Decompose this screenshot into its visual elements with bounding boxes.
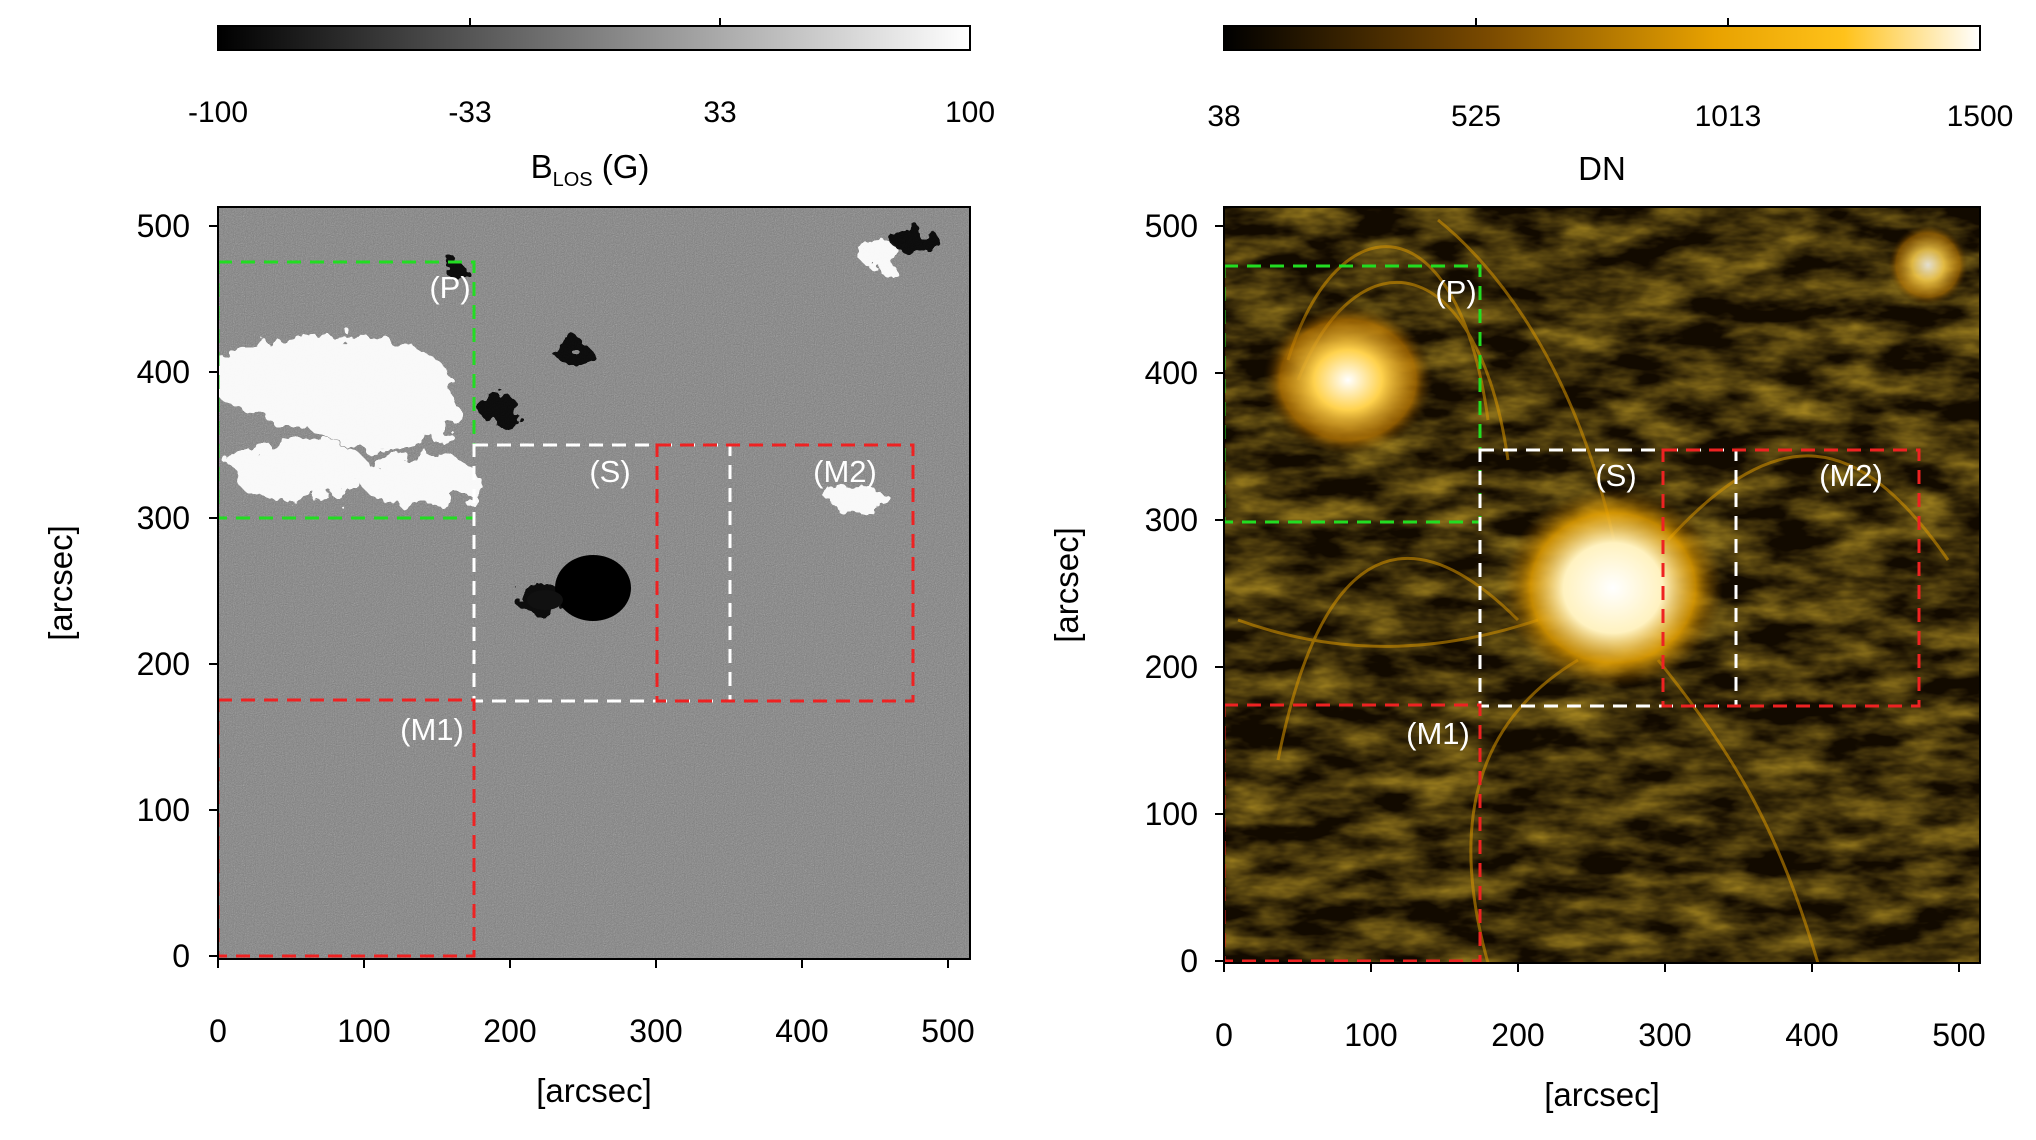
colorbar-tick-label: -100 xyxy=(188,96,248,129)
sunspot xyxy=(555,555,631,621)
region-label-p: (P) xyxy=(429,270,470,305)
x-tick-label: 200 xyxy=(483,1013,536,1049)
y-tick-label: 200 xyxy=(137,646,190,682)
plot-frame xyxy=(1223,206,1981,964)
region-box-m1 xyxy=(1224,703,1482,963)
x-axis: 0 100 200 300 400 500 [arcsec] xyxy=(209,1013,975,1109)
x-tick-label: 400 xyxy=(775,1013,828,1049)
y-tick-label: 0 xyxy=(172,938,190,974)
x-axis: 0 100 200 300 400 500 [arcsec] xyxy=(1215,1017,1986,1113)
region-label-m1: (M1) xyxy=(400,712,464,747)
x-tick-label: 300 xyxy=(1638,1017,1691,1053)
region-box-p xyxy=(1224,264,1482,524)
region-box-s xyxy=(472,443,732,703)
x-tick-label: 200 xyxy=(1491,1017,1544,1053)
region-box-p xyxy=(218,260,476,520)
x-tick-label: 500 xyxy=(1932,1017,1985,1053)
region-label-m1: (M1) xyxy=(1406,716,1470,751)
colorbar: -100 -33 33 100 BLOS (G) xyxy=(188,18,995,191)
x-tick-label: 100 xyxy=(1344,1017,1397,1053)
y-tick-label: 300 xyxy=(137,500,190,536)
x-tick-label: 0 xyxy=(209,1013,227,1049)
colorbar-tick-label: -33 xyxy=(448,96,491,129)
colorbar-tick-label: 33 xyxy=(703,96,736,129)
y-tick-label: 400 xyxy=(1145,355,1198,391)
colorbar-tick-label: 1500 xyxy=(1947,100,2014,133)
region-label-s: (S) xyxy=(589,454,630,489)
x-axis-title: [arcsec] xyxy=(1544,1076,1660,1113)
region-box-m2 xyxy=(1661,448,1921,708)
region-label-m2: (M2) xyxy=(1819,458,1883,493)
x-tick-label: 100 xyxy=(337,1013,390,1049)
y-axis-title: [arcsec] xyxy=(42,525,79,641)
y-tick-label: 200 xyxy=(1145,649,1198,685)
colorbar-gradient xyxy=(217,25,971,51)
euv-image: (P) (S) (M1) (M2) xyxy=(1224,207,1980,963)
colorbar-title: DN xyxy=(1578,150,1626,187)
region-box-s xyxy=(1478,448,1738,708)
x-tick-label: 400 xyxy=(1785,1017,1838,1053)
x-tick-label: 0 xyxy=(1215,1017,1233,1053)
y-tick-label: 500 xyxy=(1145,208,1198,244)
magnetogram-image: (P) (S) (M1) (M2) xyxy=(218,207,970,959)
y-tick-label: 100 xyxy=(1145,796,1198,832)
region-label-m2: (M2) xyxy=(813,454,877,489)
colorbar-tick-label: 525 xyxy=(1451,100,1501,133)
y-tick-label: 500 xyxy=(137,208,190,244)
plot-frame xyxy=(217,206,971,960)
bright-core xyxy=(1503,488,1723,688)
euv-figure: 38 525 1013 1500 DN (P) (S) (M1) (M xyxy=(1048,18,2013,1113)
euv-panel: 38 525 1013 1500 DN (P) (S) (M1) (M xyxy=(1018,0,2036,1140)
y-tick-label: 100 xyxy=(137,792,190,828)
x-tick-label: 300 xyxy=(629,1013,682,1049)
region-box-m1 xyxy=(218,698,476,958)
magnetogram-figure: -100 -33 33 100 BLOS (G) xyxy=(42,18,995,1109)
y-axis: 0 100 200 300 400 500 [arcsec] xyxy=(1048,208,1198,979)
colorbar-gradient xyxy=(1223,25,1981,51)
x-tick-label: 500 xyxy=(921,1013,974,1049)
y-tick-label: 300 xyxy=(1145,502,1198,538)
region-label-p: (P) xyxy=(1435,274,1476,309)
colorbar-tick-label: 38 xyxy=(1207,100,1240,133)
y-tick-label: 400 xyxy=(137,354,190,390)
colorbar-tick-label: 1013 xyxy=(1695,100,1762,133)
bright-plage xyxy=(1263,305,1433,455)
y-axis: 0 100 200 300 400 500 [arcsec] xyxy=(42,208,190,974)
region-box-m2 xyxy=(655,443,915,703)
colorbar: 38 525 1013 1500 DN xyxy=(1207,18,2013,187)
magnetogram-panel: -100 -33 33 100 BLOS (G) xyxy=(42,18,995,1109)
y-axis-title: [arcsec] xyxy=(1048,527,1085,643)
y-tick-label: 0 xyxy=(1180,943,1198,979)
colorbar-title: BLOS (G) xyxy=(531,148,650,191)
region-label-s: (S) xyxy=(1595,458,1636,493)
x-axis-title: [arcsec] xyxy=(536,1072,652,1109)
colorbar-tick-label: 100 xyxy=(945,96,995,129)
